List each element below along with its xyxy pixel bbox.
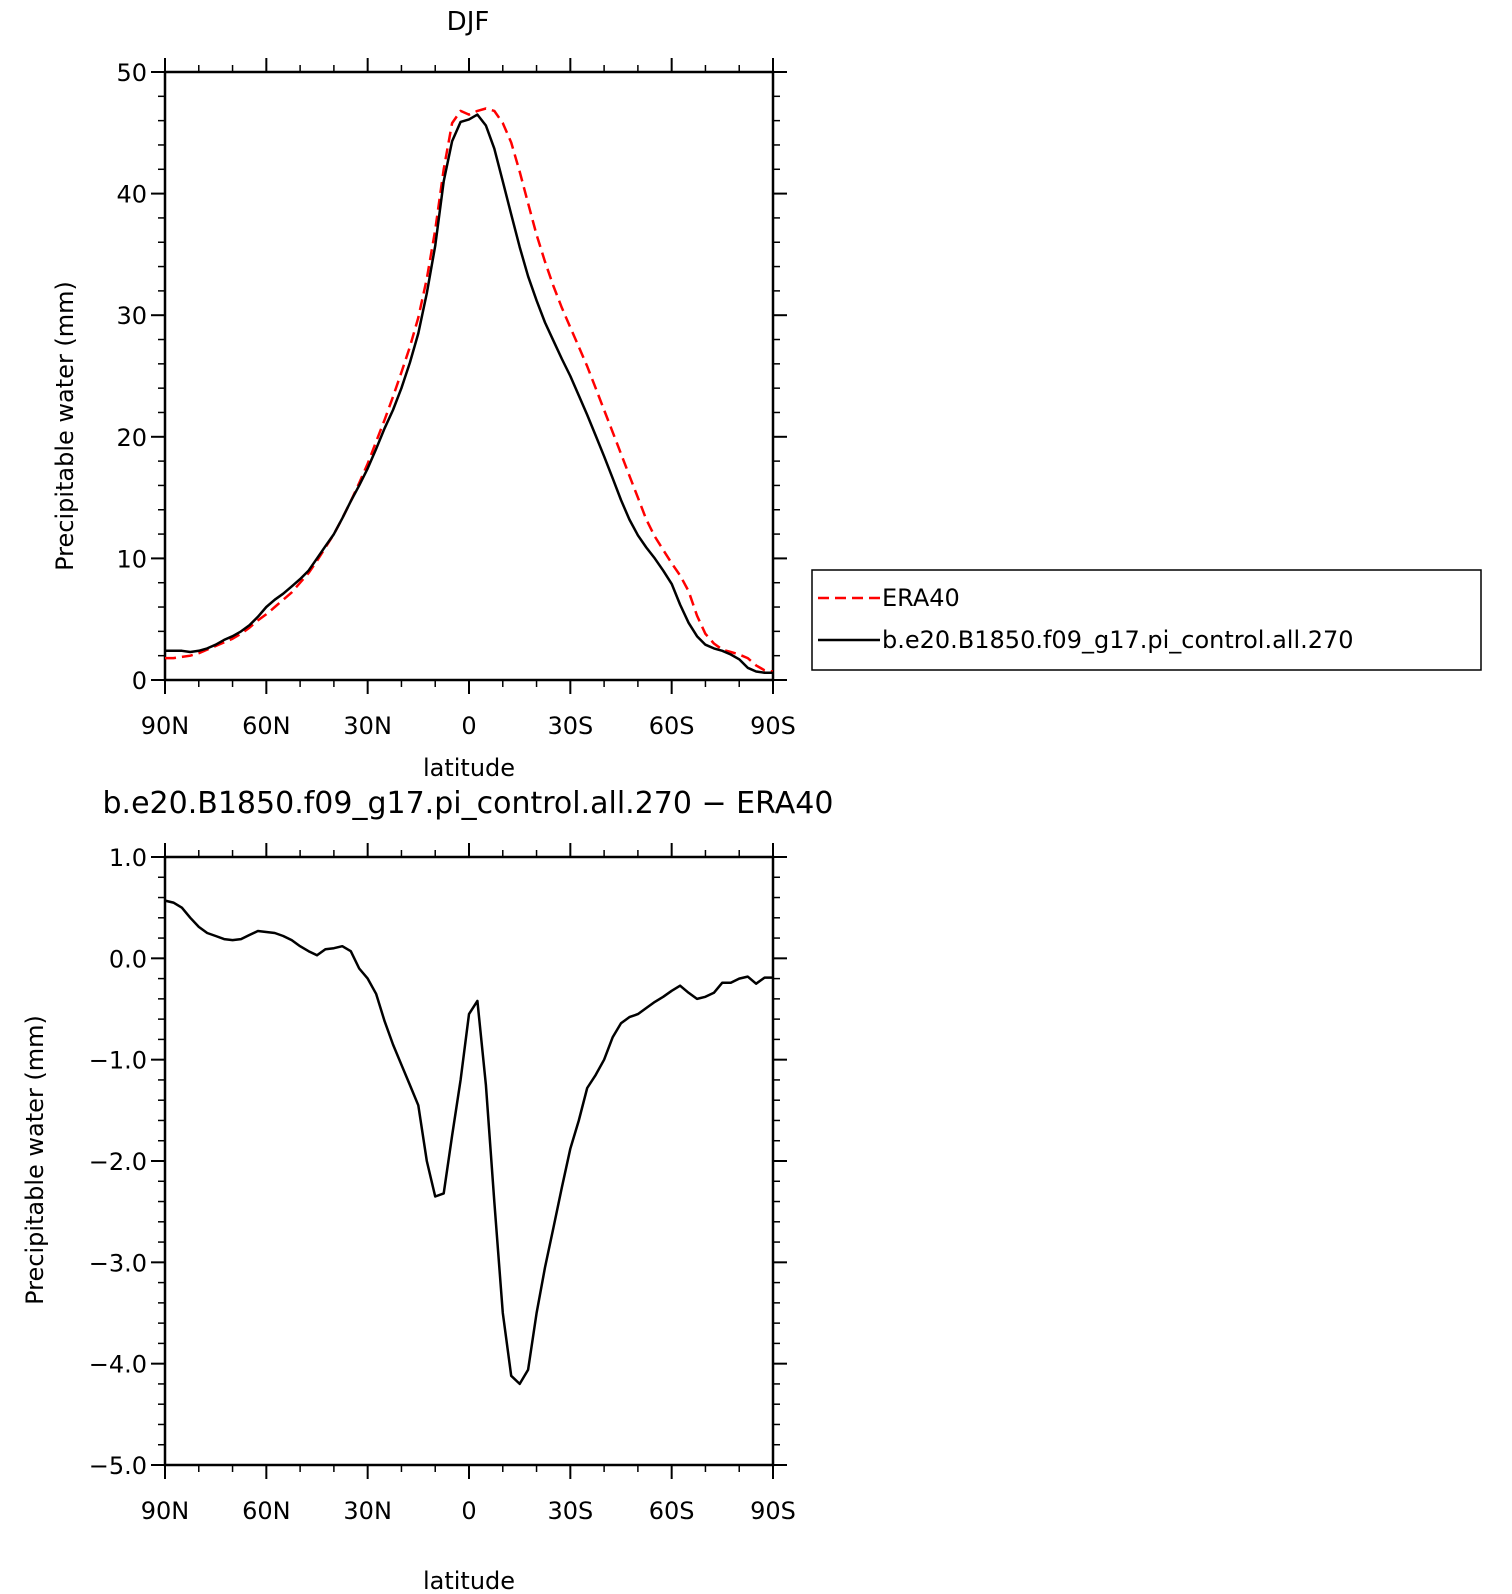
top-chart-x-tick-labels: 90N 60N 30N 0 30S 60S 90S: [141, 712, 796, 740]
bottom-chart-x-axis-label: latitude: [423, 1567, 515, 1594]
top-series-line-0: [165, 107, 774, 673]
top-x-tick-label: 90S: [750, 712, 796, 740]
bottom-series-line-0: [164, 899, 773, 1386]
bottom-y-tick-label: −2.0: [89, 1148, 147, 1176]
top-chart-y-tick-labels: 0 10 20 30 40 50: [116, 59, 147, 695]
bottom-x-tick-label: 90N: [141, 1497, 190, 1525]
legend-box: [811, 569, 1482, 671]
bottom-x-tick-label: 60N: [242, 1497, 291, 1525]
top-x-tick-label: 30S: [547, 712, 593, 740]
top-x-tick-label: 90N: [141, 712, 190, 740]
bottom-y-tick-label: −3.0: [89, 1249, 147, 1277]
top-y-tick-label: 40: [116, 181, 147, 209]
bottom-chart-plot-frame: [163, 855, 775, 1467]
top-series-line-1: [165, 113, 773, 674]
top-chart-panel: DJF 90N 60N 30N 0 30S 60S 90S 0 10 20 30 40 50 lati…: [51, 7, 796, 782]
bottom-chart-y-tick-labels: 1.0 0.0 −1.0 −2.0 −3.0 −4.0 −5.0: [89, 844, 147, 1480]
top-x-tick-label: 60N: [242, 712, 291, 740]
legend: ERA40 b.e20.B1850.f09_g17.pi_control.all…: [811, 569, 1482, 671]
top-x-tick-label: 0: [461, 712, 476, 740]
top-y-tick-label: 50: [116, 59, 147, 87]
bottom-x-tick-label: 30N: [343, 1497, 392, 1525]
bottom-chart-x-tick-labels: 90N 60N 30N 0 30S 60S 90S: [141, 1497, 796, 1525]
bottom-chart-title: b.e20.B1850.f09_g17.pi_control.all.270 −…: [103, 786, 834, 821]
top-chart-ticks: [151, 58, 787, 694]
bottom-x-tick-label: 60S: [649, 1497, 695, 1525]
top-y-tick-label: 0: [132, 667, 147, 695]
bottom-x-tick-label: 90S: [750, 1497, 796, 1525]
bottom-y-tick-label: −4.0: [89, 1351, 147, 1379]
top-chart-title: DJF: [447, 7, 490, 37]
bottom-y-tick-label: 0.0: [109, 945, 147, 973]
legend-label-era40: ERA40: [882, 584, 960, 612]
bottom-x-tick-label: 30S: [547, 1497, 593, 1525]
bottom-y-tick-label: −5.0: [89, 1452, 147, 1480]
bottom-chart-lines: [164, 899, 773, 1386]
top-x-tick-label: 60S: [649, 712, 695, 740]
bottom-y-tick-label: 1.0: [109, 844, 147, 872]
top-chart-plot-frame: [163, 70, 775, 682]
bottom-y-tick-label: −1.0: [89, 1047, 147, 1075]
top-chart-x-axis-label: latitude: [423, 754, 515, 782]
top-chart-y-axis-label: Precipitable water (mm): [51, 281, 79, 571]
top-y-tick-label: 10: [116, 545, 147, 573]
bottom-chart-panel: b.e20.B1850.f09_g17.pi_control.all.270 −…: [21, 786, 833, 1594]
top-x-tick-label: 30N: [343, 712, 392, 740]
bottom-x-tick-label: 0: [461, 1497, 476, 1525]
bottom-chart-y-axis-label: Precipitable water (mm): [21, 1015, 49, 1305]
legend-label-model: b.e20.B1850.f09_g17.pi_control.all.270: [882, 626, 1354, 654]
top-chart-lines: [165, 107, 774, 674]
bottom-chart-ticks: [151, 843, 787, 1479]
top-y-tick-label: 20: [116, 424, 147, 452]
top-y-tick-label: 30: [116, 302, 147, 330]
